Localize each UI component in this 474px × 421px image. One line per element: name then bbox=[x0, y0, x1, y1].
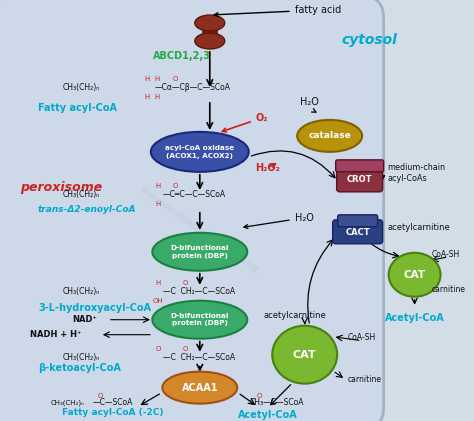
FancyBboxPatch shape bbox=[337, 215, 378, 227]
FancyBboxPatch shape bbox=[333, 220, 383, 244]
Text: O: O bbox=[182, 346, 188, 352]
Text: CH₃(CH₂)ₙ: CH₃(CH₂)ₙ bbox=[63, 83, 100, 93]
Ellipse shape bbox=[297, 120, 362, 152]
Text: carnitine: carnitine bbox=[347, 375, 382, 384]
Text: CoA-SH: CoA-SH bbox=[431, 250, 460, 259]
Text: H: H bbox=[144, 76, 149, 82]
Text: acetylcarnitine: acetylcarnitine bbox=[264, 311, 326, 320]
Text: peroxisome: peroxisome bbox=[20, 181, 102, 195]
Text: H: H bbox=[154, 94, 159, 100]
Text: acetylcarnitine: acetylcarnitine bbox=[388, 223, 450, 232]
Text: —C═C—C—SCoA: —C═C—C—SCoA bbox=[163, 190, 226, 199]
Text: 3-L-hydroxyacyl-CoA: 3-L-hydroxyacyl-CoA bbox=[38, 303, 151, 313]
Text: H₂O: H₂O bbox=[300, 97, 319, 112]
Ellipse shape bbox=[151, 132, 249, 172]
Text: β-ketoacyl-CoA: β-ketoacyl-CoA bbox=[38, 362, 121, 373]
Text: CH₃(CH₂)ₙ: CH₃(CH₂)ₙ bbox=[63, 287, 100, 296]
Text: O₂: O₂ bbox=[222, 113, 268, 132]
Text: O: O bbox=[155, 346, 161, 352]
Text: H: H bbox=[144, 94, 149, 100]
Text: Fatty acyl-CoA (-2C): Fatty acyl-CoA (-2C) bbox=[62, 408, 164, 417]
Text: medium-chain
acyl-CoAs: medium-chain acyl-CoAs bbox=[388, 163, 446, 183]
Text: H: H bbox=[154, 76, 159, 82]
Text: fatty acid: fatty acid bbox=[214, 5, 341, 16]
Text: O: O bbox=[97, 393, 102, 399]
FancyBboxPatch shape bbox=[336, 160, 383, 172]
Text: CAT: CAT bbox=[403, 270, 426, 280]
Text: CROT: CROT bbox=[347, 175, 373, 184]
Text: H: H bbox=[155, 280, 161, 286]
Text: CoA-SH: CoA-SH bbox=[347, 333, 376, 342]
Ellipse shape bbox=[272, 326, 337, 384]
Text: H: H bbox=[155, 183, 161, 189]
Text: O: O bbox=[182, 280, 188, 286]
Text: Fatty acyl-CoA: Fatty acyl-CoA bbox=[38, 103, 117, 113]
FancyBboxPatch shape bbox=[337, 164, 383, 192]
Text: catalase: catalase bbox=[308, 131, 351, 140]
Ellipse shape bbox=[162, 372, 237, 404]
Text: CH₃—C—SCoA: CH₃—C—SCoA bbox=[250, 398, 304, 407]
Text: Acetyl-CoA: Acetyl-CoA bbox=[385, 313, 445, 323]
Text: H₂O: H₂O bbox=[244, 213, 314, 229]
Text: —C  CH₂—C—SCoA: —C CH₂—C—SCoA bbox=[163, 287, 235, 296]
Ellipse shape bbox=[195, 15, 225, 31]
Text: O: O bbox=[257, 393, 263, 399]
Text: CH₃(CH₂)ₙ: CH₃(CH₂)ₙ bbox=[51, 400, 85, 406]
Text: O: O bbox=[172, 76, 177, 82]
Text: CH₃(CH₂)ₙ: CH₃(CH₂)ₙ bbox=[63, 190, 100, 199]
FancyBboxPatch shape bbox=[202, 27, 218, 37]
Text: CACT: CACT bbox=[346, 228, 370, 237]
Text: acyl-CoA oxidase
(ACOX1, ACOX2): acyl-CoA oxidase (ACOX1, ACOX2) bbox=[165, 145, 234, 159]
Text: H₂O₂: H₂O₂ bbox=[255, 163, 280, 173]
Text: CAT: CAT bbox=[293, 350, 317, 360]
Ellipse shape bbox=[152, 301, 247, 338]
Text: H: H bbox=[155, 201, 161, 207]
Text: NAD⁺: NAD⁺ bbox=[72, 315, 97, 324]
Text: —C  CH₂—C—SCoA: —C CH₂—C—SCoA bbox=[163, 353, 235, 362]
Text: —C—SCoA: —C—SCoA bbox=[93, 398, 133, 407]
Text: D-bifunctional
protein (DBP): D-bifunctional protein (DBP) bbox=[171, 313, 229, 326]
Text: D-bifunctional
protein (DBP): D-bifunctional protein (DBP) bbox=[171, 245, 229, 258]
Text: Acetyl-CoA: Acetyl-CoA bbox=[238, 410, 298, 420]
Text: O: O bbox=[172, 183, 177, 189]
Text: trans-Δ2-enoyl-CoA: trans-Δ2-enoyl-CoA bbox=[38, 205, 137, 214]
Text: OH: OH bbox=[153, 298, 163, 304]
Ellipse shape bbox=[389, 253, 440, 297]
Text: themedicalbiochemistrypage.org: themedicalbiochemistrypage.org bbox=[139, 185, 261, 274]
Text: carnitine: carnitine bbox=[431, 285, 465, 294]
Text: ABCD1,2,3: ABCD1,2,3 bbox=[153, 51, 211, 61]
FancyBboxPatch shape bbox=[0, 0, 383, 421]
Ellipse shape bbox=[195, 33, 225, 49]
Text: cytosol: cytosol bbox=[342, 33, 398, 47]
Text: NADH + H⁺: NADH + H⁺ bbox=[30, 330, 82, 339]
Text: CH₃(CH₂)ₙ: CH₃(CH₂)ₙ bbox=[63, 353, 100, 362]
Text: ACAA1: ACAA1 bbox=[182, 383, 218, 393]
Ellipse shape bbox=[152, 233, 247, 271]
Text: —Cα—Cβ—C—SCoA: —Cα—Cβ—C—SCoA bbox=[155, 83, 231, 93]
